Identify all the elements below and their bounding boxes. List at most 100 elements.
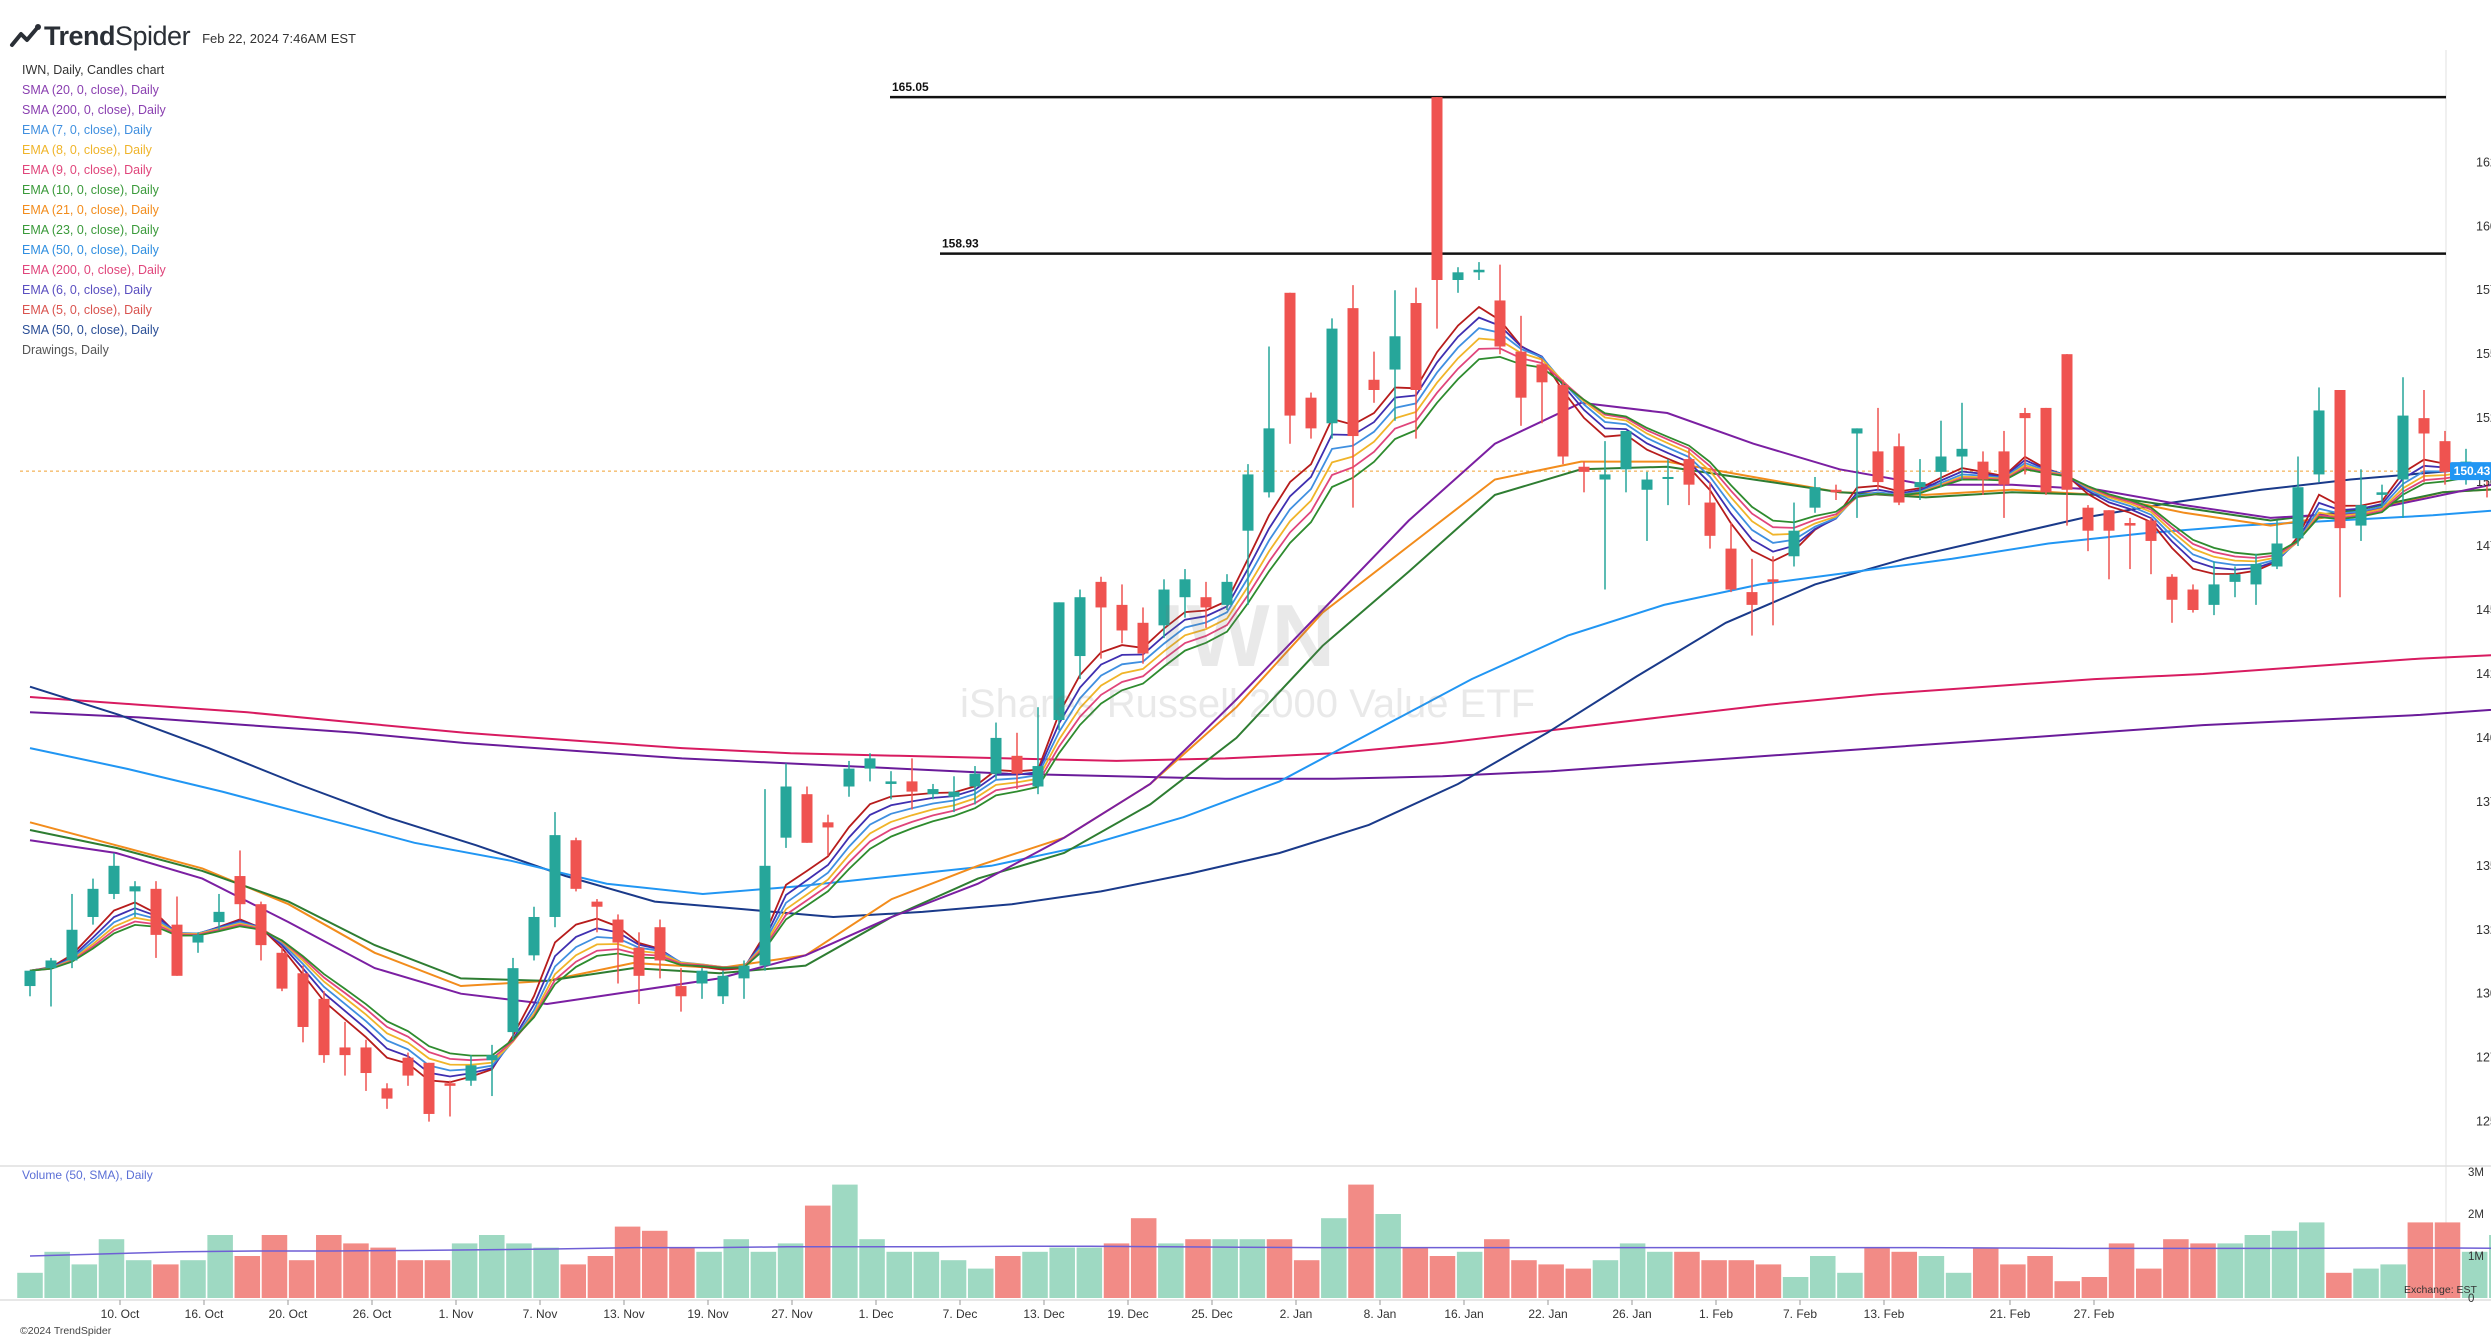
volume-bar	[1674, 1251, 1700, 1298]
legend-item[interactable]: EMA (5, 0, close), Daily	[22, 303, 152, 317]
volume-bar	[1782, 1277, 1809, 1298]
volume-bar	[1022, 1251, 1048, 1298]
volume-bar	[1972, 1247, 1999, 1298]
price-tick-label: 135.00	[2476, 859, 2491, 873]
time-tick-label: 27. Nov	[771, 1307, 812, 1321]
candle-down	[339, 1047, 351, 1056]
copyright: ©2024 TrendSpider	[20, 1325, 112, 1337]
legend-item[interactable]: EMA (200, 0, close), Daily	[22, 263, 166, 277]
ma-line	[29, 708, 2491, 780]
candle-up	[969, 773, 981, 787]
legend-item[interactable]: EMA (8, 0, close), Daily	[22, 143, 152, 157]
volume-bar	[1185, 1239, 1211, 1298]
volume-indicator-label[interactable]: Volume (50, SMA), Daily	[22, 1168, 153, 1182]
ma-line	[29, 509, 2491, 896]
volume-tick-label: 0	[2468, 1293, 2474, 1305]
candle-down	[1746, 592, 1758, 605]
candle-down	[1767, 579, 1779, 582]
candle-down	[2334, 390, 2346, 529]
candle-down	[1116, 604, 1128, 631]
candle-down	[1998, 451, 2010, 485]
volume-bar	[397, 1260, 424, 1298]
watermark-name: iShares Russell 2000 Value ETF	[960, 682, 1536, 726]
trendspider-logo-icon[interactable]	[8, 19, 42, 53]
legend-item[interactable]: Drawings, Daily	[22, 343, 109, 357]
volume-bar	[641, 1230, 668, 1298]
candle-down	[1725, 548, 1737, 590]
time-tick-label: 16. Oct	[185, 1307, 224, 1321]
candle-down	[318, 998, 330, 1056]
candle-up	[1452, 272, 1464, 280]
legend-item[interactable]: EMA (50, 0, close), Daily	[22, 243, 159, 257]
legend-item[interactable]: EMA (6, 0, close), Daily	[22, 283, 152, 297]
candle-up	[2250, 563, 2262, 585]
legend-item[interactable]: SMA (50, 0, close), Daily	[22, 323, 159, 337]
volume-bar	[832, 1184, 858, 1298]
candle-down	[2082, 507, 2094, 531]
legend-item[interactable]: EMA (9, 0, close), Daily	[22, 163, 152, 177]
volume-bar	[1755, 1264, 1782, 1298]
candle-down	[570, 840, 582, 889]
candle-down	[1305, 397, 1317, 429]
legend-item[interactable]: EMA (7, 0, close), Daily	[22, 123, 152, 137]
volume-bar	[288, 1260, 315, 1298]
volume-sma-line	[29, 1245, 2491, 1257]
candle-up	[759, 865, 771, 966]
volume-bar	[1809, 1256, 1836, 1298]
candle-down	[801, 794, 813, 843]
candle-up	[738, 965, 750, 979]
volume-bar	[1266, 1239, 1293, 1298]
volume-bar	[533, 1247, 559, 1298]
time-tick-label: 7. Dec	[943, 1307, 978, 1321]
candle-up	[717, 975, 729, 997]
volume-bar	[1158, 1243, 1184, 1298]
candle-down	[1830, 489, 1842, 493]
volume-bar	[2461, 1251, 2488, 1298]
horizontal-line-label: 165.05	[892, 80, 929, 94]
volume-bar	[2135, 1268, 2162, 1298]
candle-up	[66, 929, 78, 961]
price-tick-label: 147.50	[2476, 539, 2491, 553]
candle-down	[1368, 379, 1380, 390]
grid-layer	[0, 50, 2491, 1301]
volume-bar	[1728, 1260, 1755, 1298]
price-tick-label: 125.00	[2476, 1115, 2491, 1129]
legend-item[interactable]: EMA (21, 0, close), Daily	[22, 203, 159, 217]
candle-up	[1662, 476, 1674, 479]
legend-item[interactable]: EMA (10, 0, close), Daily	[22, 183, 159, 197]
time-tick-label: 13. Feb	[1864, 1307, 1905, 1321]
ema-line	[29, 347, 2491, 1062]
volume-bar	[1130, 1218, 1157, 1298]
ema-line	[29, 327, 2491, 1072]
time-tick-label: 19. Dec	[1107, 1307, 1148, 1321]
candle-down	[444, 1083, 456, 1086]
candle-down	[1536, 364, 1548, 383]
time-tick-label: 8. Jan	[1364, 1307, 1397, 1321]
symbol-line[interactable]: IWN, Daily, Candles chart	[22, 63, 165, 77]
candle-up	[129, 886, 141, 892]
volume-bar	[940, 1260, 967, 1298]
volume-bar	[1945, 1272, 1972, 1298]
watermark-symbol: IWN	[1160, 586, 1338, 685]
legend-item[interactable]: EMA (23, 0, close), Daily	[22, 223, 159, 237]
ma-line	[29, 401, 2491, 1006]
indicator-legend: IWN, Daily, Candles chart SMA (20, 0, cl…	[22, 60, 166, 360]
volume-bar	[153, 1264, 179, 1298]
volume-tick-label: 2M	[2468, 1209, 2484, 1221]
volume-bar	[1103, 1243, 1130, 1298]
volume-bar	[669, 1247, 695, 1298]
volume-bar	[913, 1251, 940, 1298]
candle-up	[1263, 428, 1275, 493]
candle-down	[2166, 576, 2178, 600]
volume-bar	[479, 1235, 505, 1298]
legend-item[interactable]: SMA (200, 0, close), Daily	[22, 103, 166, 117]
candle-up	[1221, 581, 1233, 605]
volume-bar	[2380, 1264, 2406, 1298]
candle-down	[255, 904, 267, 946]
candle-down	[822, 822, 834, 828]
candle-up	[24, 970, 36, 987]
volume-bar	[44, 1251, 70, 1298]
candle-up	[1851, 428, 1863, 434]
legend-item[interactable]: SMA (20, 0, close), Daily	[22, 83, 159, 97]
